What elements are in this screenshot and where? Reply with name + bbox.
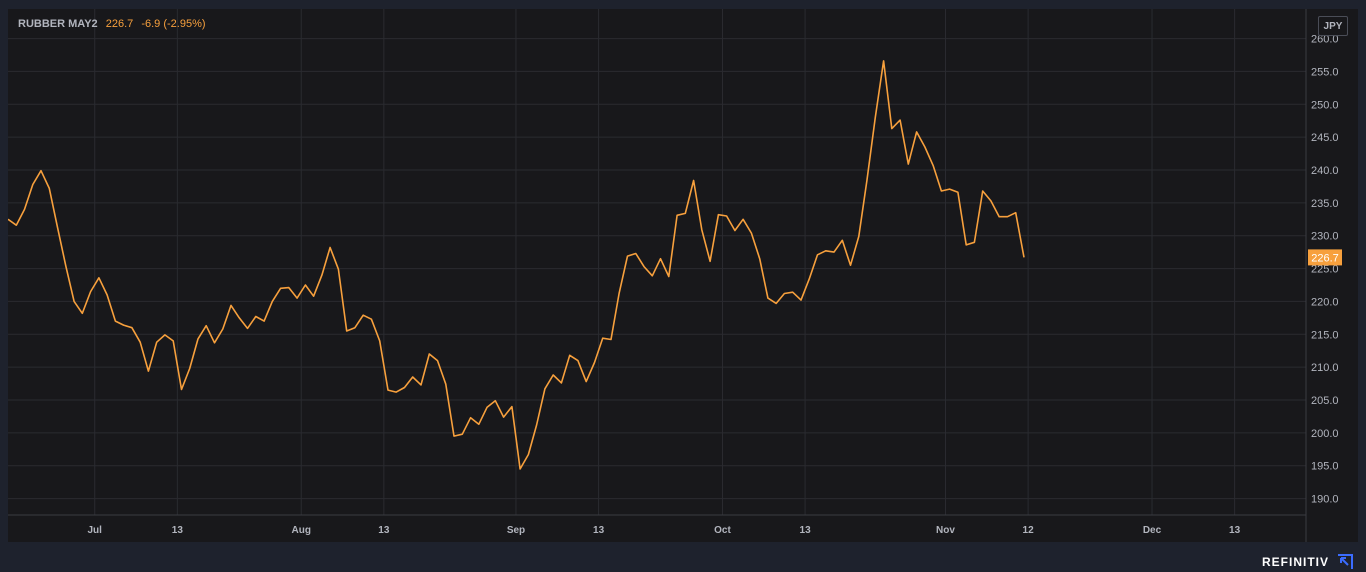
brand-name: REFINITIV (1261, 555, 1329, 569)
chart-panel[interactable]: 190.0 195.0 200.0 205.0 210.0 215.0 220.0 225.0… (8, 9, 1358, 542)
y-tick-label: 210.0 (1311, 362, 1339, 374)
x-tick-label: Jul (88, 525, 103, 536)
x-tick-label: 13 (172, 525, 184, 536)
x-tick-label: 13 (378, 525, 390, 536)
y-tick-label: 240.0 (1311, 165, 1339, 177)
x-tick-label: Dec (1143, 525, 1162, 536)
brand-footer: REFINITIV (1262, 553, 1354, 571)
x-tick-label: Oct (714, 525, 731, 536)
y-tick-label: 225.0 (1311, 264, 1339, 276)
y-tick-label: 220.0 (1311, 296, 1339, 308)
price-change-percent: (-2.95%) (163, 18, 206, 30)
y-tick-label: 200.0 (1311, 428, 1339, 440)
price-chart[interactable]: 190.0 195.0 200.0 205.0 210.0 215.0 220.0 225.0… (8, 9, 1358, 542)
last-price-marker (1308, 249, 1342, 266)
price-change: -6.9 (141, 18, 161, 30)
currency-badge[interactable]: JPY (1318, 16, 1348, 36)
refinitiv-logo-icon (1338, 554, 1353, 569)
y-tick-label: 245.0 (1311, 132, 1339, 144)
symbol-name: RUBBER MAY2 (18, 18, 98, 30)
x-tick-label: 12 (1023, 525, 1035, 536)
x-tick-label: 13 (593, 525, 605, 536)
y-tick-label: 235.0 (1311, 198, 1339, 210)
last-price: 226.7 (105, 18, 134, 30)
price-series-line (8, 60, 1025, 470)
x-tick-label: Aug (292, 525, 311, 536)
x-tick-label: 13 (1229, 525, 1241, 536)
x-tick-label: Nov (936, 525, 955, 536)
y-tick-label: 195.0 (1311, 461, 1339, 473)
y-tick-label: 230.0 (1311, 231, 1339, 243)
y-tick-label: 260.0 (1311, 34, 1339, 46)
last-price-marker-label: 226.7 (1311, 252, 1339, 264)
y-tick-label: 250.0 (1311, 99, 1339, 111)
x-tick-label: 13 (800, 525, 812, 536)
y-tick-label: 190.0 (1311, 494, 1339, 506)
y-tick-label: 205.0 (1311, 395, 1339, 407)
y-tick-label: 215.0 (1311, 329, 1339, 341)
x-tick-label: Sep (507, 525, 525, 536)
symbol-header: RUBBER MAY2 226.7 -6.9 (-2.95%) (18, 18, 206, 30)
y-tick-label: 255.0 (1311, 66, 1339, 78)
